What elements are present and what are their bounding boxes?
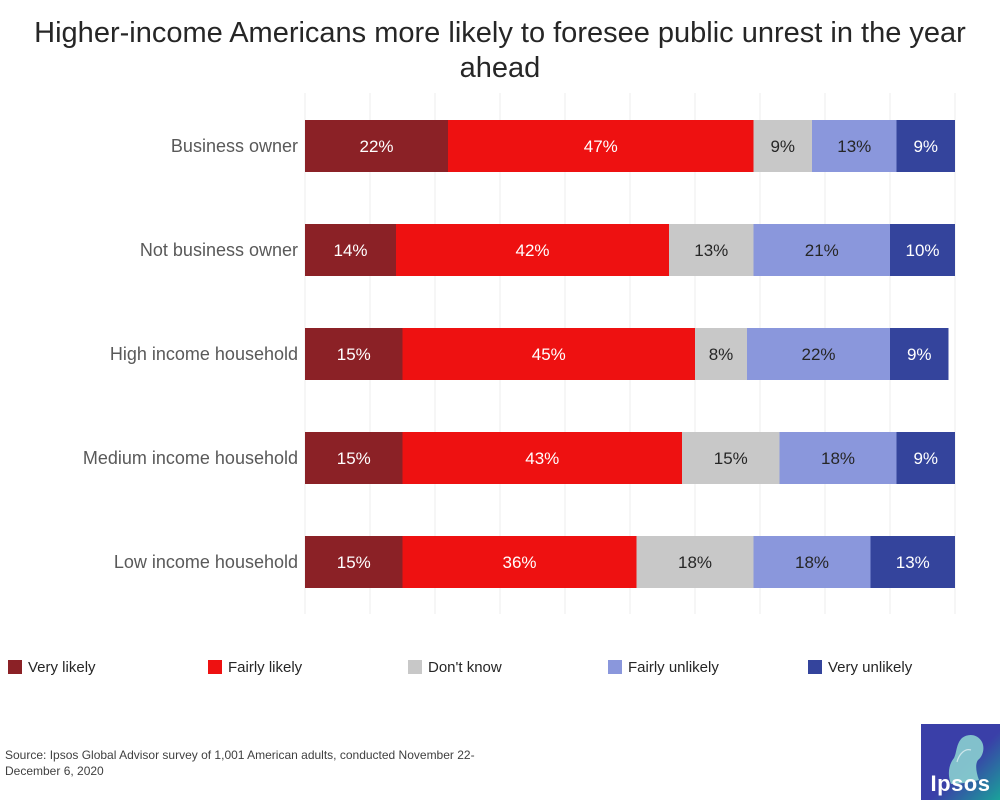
bar-segment (890, 224, 955, 276)
bar-segment (779, 432, 897, 484)
bar-chart: Business owner 22% 47% 9% 13% 9% Not business … (83, 93, 956, 614)
legend-item: Very likely (8, 655, 96, 679)
data-label: 42% (515, 241, 549, 260)
data-label: 36% (502, 553, 536, 572)
legend-swatch (8, 660, 22, 674)
data-label: 8% (709, 345, 734, 364)
legend-item: Fairly likely (208, 655, 302, 679)
bar-segment (396, 224, 669, 276)
bar-segment (747, 328, 890, 380)
legend: Very likely Fairly likely Don't know Fairly… (0, 655, 1000, 679)
data-label: 15% (337, 345, 371, 364)
bar-segment (305, 224, 396, 276)
data-label: 13% (837, 137, 871, 156)
legend-swatch (208, 660, 222, 674)
bar-segment (402, 536, 637, 588)
data-label: 9% (770, 137, 795, 156)
data-label: 18% (795, 553, 829, 572)
legend-swatch (608, 660, 622, 674)
category-label: High income household (110, 344, 298, 364)
bar-segment (669, 224, 754, 276)
category-label: Business owner (171, 136, 298, 156)
bar-segment (753, 120, 812, 172)
data-label: 15% (337, 449, 371, 468)
data-label: 22% (359, 137, 393, 156)
data-label: 18% (821, 449, 855, 468)
source-note: Source: Ipsos Global Advisor survey of 1… (5, 748, 475, 778)
data-label: 22% (801, 345, 835, 364)
data-label: 18% (678, 553, 712, 572)
legend-swatch (408, 660, 422, 674)
data-label: 21% (805, 241, 839, 260)
legend-label: Fairly likely (228, 658, 303, 676)
legend-swatch (808, 660, 822, 674)
bar-segment (896, 432, 955, 484)
category-label: Medium income household (83, 448, 298, 468)
data-label: 13% (896, 553, 930, 572)
legend-label: Very unlikely (828, 658, 913, 676)
bar-segment (753, 536, 871, 588)
bar-segment (695, 328, 747, 380)
category-label: Low income household (114, 552, 298, 572)
legend-label: Fairly unlikely (628, 658, 719, 676)
data-label: 15% (337, 553, 371, 572)
bar-segment (305, 120, 448, 172)
bar-segment (305, 328, 403, 380)
legend-label: Very likely (28, 658, 96, 676)
bar-segment (890, 328, 949, 380)
bar-segment (448, 120, 754, 172)
ipsos-logo: Ipsos (921, 724, 1000, 800)
bar-segment (870, 536, 955, 588)
data-label: 9% (907, 345, 932, 364)
data-label: 13% (694, 241, 728, 260)
legend-item: Don't know (408, 655, 502, 679)
logo-text: Ipsos (930, 771, 991, 796)
bar-segment (402, 328, 695, 380)
bar-segment (636, 536, 754, 588)
data-label: 10% (905, 241, 939, 260)
data-label: 47% (584, 137, 618, 156)
category-label: Not business owner (140, 240, 298, 260)
bar-segment (402, 432, 682, 484)
data-label: 14% (333, 241, 367, 260)
bar-segment (896, 120, 955, 172)
bar-segment (753, 224, 890, 276)
chart-title: Higher-income Americans more likely to f… (34, 17, 966, 84)
data-label: 45% (532, 345, 566, 364)
data-label: 15% (714, 449, 748, 468)
legend-label: Don't know (428, 658, 502, 676)
legend-item: Very unlikely (808, 655, 912, 679)
data-label: 9% (913, 449, 938, 468)
legend-item: Fairly unlikely (608, 655, 719, 679)
bar-segment (812, 120, 897, 172)
bar-segment (305, 432, 403, 484)
bar-segment (682, 432, 780, 484)
data-label: 9% (913, 137, 938, 156)
ipsos-head-icon (948, 734, 984, 784)
data-label: 43% (525, 449, 559, 468)
bar-segment (305, 536, 403, 588)
